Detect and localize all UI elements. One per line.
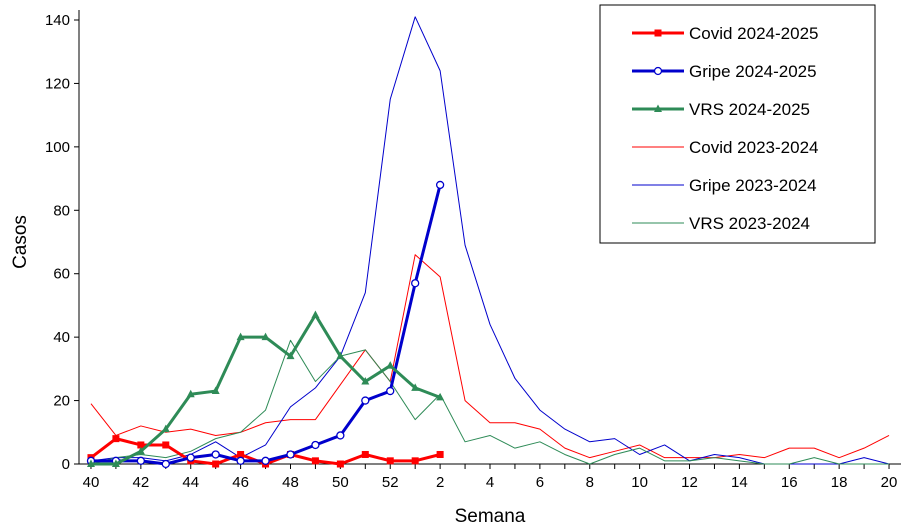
point-marker: [162, 441, 170, 449]
point-marker: [136, 456, 145, 465]
point-marker: [386, 386, 395, 396]
point-marker: [361, 396, 370, 405]
series-line: [90, 254, 890, 459]
point-marker: [211, 386, 220, 395]
series-line: [90, 16, 890, 465]
legend-label: Covid 2024-2025: [689, 24, 818, 43]
legend-box: [599, 4, 876, 244]
y-tick-label: 0: [62, 456, 70, 473]
point-marker: [435, 180, 445, 190]
point-marker: [336, 351, 345, 360]
y-tick-label: 140: [45, 12, 70, 29]
point-marker: [236, 456, 245, 465]
point-marker: [361, 377, 370, 385]
point-marker: [336, 431, 345, 440]
x-tick-label: 18: [831, 474, 848, 491]
x-tick-label: 10: [631, 474, 648, 491]
x-tick-label: 48: [282, 474, 299, 491]
x-tick-label: 20: [881, 474, 898, 491]
x-tick-label: 44: [182, 474, 199, 491]
x-tick-label: 40: [83, 474, 100, 491]
y-tick-label: 40: [53, 329, 70, 346]
point-marker: [336, 460, 344, 468]
x-axis-label: Semana: [455, 506, 526, 527]
point-marker: [311, 440, 320, 450]
point-marker: [361, 450, 369, 458]
point-marker: [436, 450, 444, 458]
point-marker: [86, 459, 95, 467]
x-tick-label: 8: [586, 474, 594, 491]
legend-label: VRS 2023-2024: [689, 214, 810, 233]
point-marker: [236, 332, 245, 341]
legend-label: Covid 2023-2024: [689, 138, 818, 157]
y-axis-label: Casos: [10, 215, 31, 269]
point-marker: [237, 450, 245, 458]
legend-label: Gripe 2024-2025: [689, 62, 817, 81]
x-tick-label: 16: [781, 474, 798, 491]
point-marker: [386, 361, 395, 369]
point-marker: [386, 457, 394, 465]
legend-label: VRS 2024-2025: [689, 100, 810, 119]
point-marker: [161, 459, 170, 469]
point-marker: [261, 332, 270, 341]
point-marker: [286, 450, 295, 459]
x-tick-label: 14: [731, 474, 748, 491]
point-marker: [436, 392, 445, 401]
point-marker: [211, 450, 220, 459]
point-marker: [212, 460, 220, 468]
y-tick-label: 80: [53, 202, 70, 219]
series-line: [90, 184, 442, 466]
point-marker: [186, 389, 195, 398]
legend-marker: [654, 29, 662, 37]
x-tick-label: 42: [133, 474, 150, 491]
legend-marker: [653, 66, 663, 76]
point-marker: [311, 310, 320, 318]
point-marker: [411, 457, 419, 465]
x-tick-label: 50: [332, 474, 349, 491]
point-marker: [186, 453, 195, 462]
point-marker: [137, 441, 145, 449]
x-tick-label: 12: [681, 474, 698, 491]
x-tick-label: 4: [486, 474, 494, 491]
point-marker: [111, 459, 120, 467]
y-tick-label: 100: [45, 139, 70, 156]
point-marker: [261, 456, 270, 465]
x-tick-label: 6: [536, 474, 544, 491]
series-line: [90, 339, 890, 465]
y-tick-label: 60: [53, 266, 70, 283]
x-tick-label: 52: [382, 474, 399, 491]
x-tick-label: 2: [436, 474, 444, 491]
point-marker: [311, 457, 319, 465]
point-marker: [112, 435, 120, 443]
point-marker: [161, 424, 170, 433]
point-marker: [411, 279, 420, 288]
x-tick-label: 46: [232, 474, 249, 491]
y-tick-label: 120: [45, 75, 70, 92]
legend-label: Gripe 2023-2024: [689, 176, 817, 195]
point-marker: [136, 446, 145, 455]
y-tick-label: 20: [53, 393, 70, 410]
legend-marker: [654, 104, 662, 112]
point-marker: [411, 383, 420, 391]
point-marker: [286, 351, 295, 360]
